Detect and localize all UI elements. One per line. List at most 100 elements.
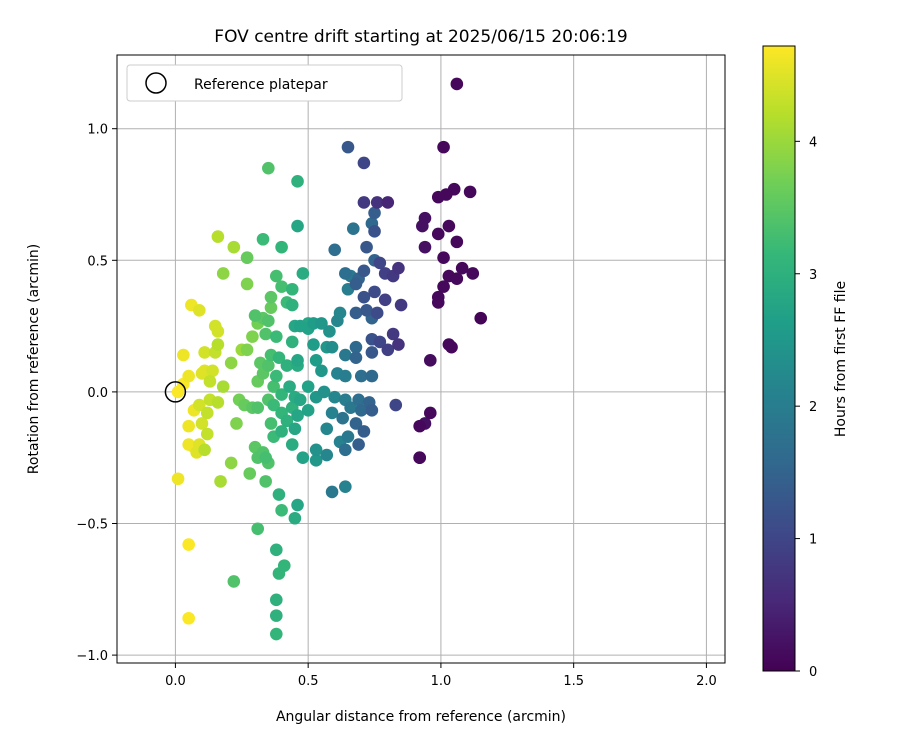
- scatter-point: [389, 398, 403, 412]
- scatter-point: [339, 369, 352, 383]
- scatter-point: [320, 422, 334, 436]
- scatter-point: [291, 175, 304, 188]
- scatter-point: [354, 369, 368, 383]
- scatter-point: [275, 280, 288, 293]
- scatter-point: [182, 611, 195, 625]
- scatter-point: [251, 522, 265, 536]
- scatter-point: [272, 488, 286, 501]
- scatter-point: [270, 543, 283, 557]
- colorbar-tick-label: 3: [809, 268, 817, 283]
- scatter-point: [394, 298, 408, 312]
- x-tick-label: 0.5: [298, 674, 319, 689]
- scatter-point: [368, 285, 381, 299]
- scatter-point: [272, 567, 286, 580]
- scatter-point: [264, 301, 278, 314]
- scatter-point: [280, 359, 294, 372]
- scatter-point: [341, 430, 355, 443]
- scatter-point: [285, 335, 299, 349]
- colorbar-tick-label: 4: [809, 135, 817, 150]
- scatter-point: [423, 354, 437, 367]
- scatter-point: [224, 456, 238, 470]
- scatter-point: [171, 385, 185, 399]
- scatter-point: [227, 240, 241, 254]
- scatter-point: [368, 206, 381, 220]
- scatter-point: [463, 185, 477, 199]
- scatter-point: [339, 348, 352, 362]
- scatter-point: [270, 593, 283, 607]
- scatter-point: [193, 398, 206, 412]
- scatter-point: [328, 243, 342, 257]
- colorbar-ticks: 0 1 2 3 4: [795, 135, 817, 680]
- scatter-point: [227, 575, 241, 588]
- scatter-point: [270, 609, 283, 622]
- scatter-point: [307, 338, 320, 351]
- scatter-point: [320, 448, 334, 462]
- scatter-point: [381, 343, 395, 357]
- scatter-point: [325, 485, 339, 499]
- scatter-point: [264, 417, 278, 430]
- scatter-point: [346, 222, 360, 236]
- scatter-point: [325, 340, 339, 354]
- scatter-point: [357, 425, 371, 438]
- scatter-point: [182, 538, 195, 551]
- scatter-point: [291, 409, 304, 422]
- scatter-point: [270, 269, 283, 283]
- scatter-point: [413, 451, 426, 465]
- plot-frame: [116, 54, 726, 664]
- scatter-point: [280, 414, 294, 428]
- scatter-point: [373, 335, 387, 349]
- scatter-point: [309, 443, 323, 457]
- x-axis-label: Angular distance from reference (arcmin): [276, 709, 566, 725]
- scatter-point: [240, 343, 254, 357]
- scatter-point: [206, 364, 219, 378]
- scatter-point: [195, 417, 209, 430]
- scatter-point: [275, 388, 288, 401]
- scatter-point: [360, 304, 373, 317]
- scatter-point: [291, 219, 304, 233]
- scatter-point: [450, 272, 464, 286]
- scatter-point: [418, 240, 432, 254]
- y-tick-label: 0.0: [87, 386, 108, 401]
- scatter-point: [450, 77, 464, 91]
- y-tick-label: −0.5: [76, 518, 108, 533]
- scatter-point: [211, 230, 225, 243]
- scatter-point: [309, 354, 323, 367]
- scatter-point: [423, 406, 437, 420]
- scatter-points: [164, 77, 488, 641]
- y-tick-label: 1.0: [87, 123, 108, 138]
- colorbar-tick-label: 2: [809, 400, 817, 415]
- scatter-point: [296, 267, 310, 280]
- scatter-point: [357, 196, 371, 209]
- scatter-point: [224, 356, 238, 370]
- scatter-point: [392, 261, 405, 275]
- scatter-point: [370, 306, 384, 320]
- x-tick-label: 1.5: [563, 674, 584, 689]
- chart-title: FOV centre drift starting at 2025/06/15 …: [214, 27, 627, 47]
- scatter-point: [272, 351, 286, 364]
- scatter-point: [240, 251, 254, 264]
- scatter-point: [256, 232, 270, 246]
- y-tick-label: −1.0: [76, 649, 108, 664]
- scatter-point: [275, 240, 288, 254]
- scatter-point: [368, 225, 381, 238]
- scatter-point: [386, 327, 400, 341]
- scatter-point: [323, 325, 336, 338]
- scatter-point: [349, 340, 363, 354]
- colorbar-label: Hours from first FF file: [833, 281, 849, 437]
- scatter-point: [285, 298, 299, 312]
- scatter-point: [301, 380, 315, 393]
- scatter-point: [246, 330, 259, 343]
- scatter-point: [431, 227, 445, 241]
- legend: Reference platepar: [126, 64, 403, 102]
- scatter-point: [288, 422, 302, 436]
- scatter-point: [283, 380, 296, 393]
- scatter-point: [275, 425, 288, 438]
- scatter-point: [211, 325, 225, 338]
- scatter-point: [240, 277, 254, 291]
- x-ticks: 0.0 0.5 1.0 1.5 2.0: [165, 663, 717, 689]
- scatter-point: [339, 267, 352, 280]
- scatter-point: [333, 306, 347, 320]
- colorbar: 0 1 2 3 4 Hours from first FF file: [762, 45, 849, 680]
- scatter-point: [259, 475, 272, 488]
